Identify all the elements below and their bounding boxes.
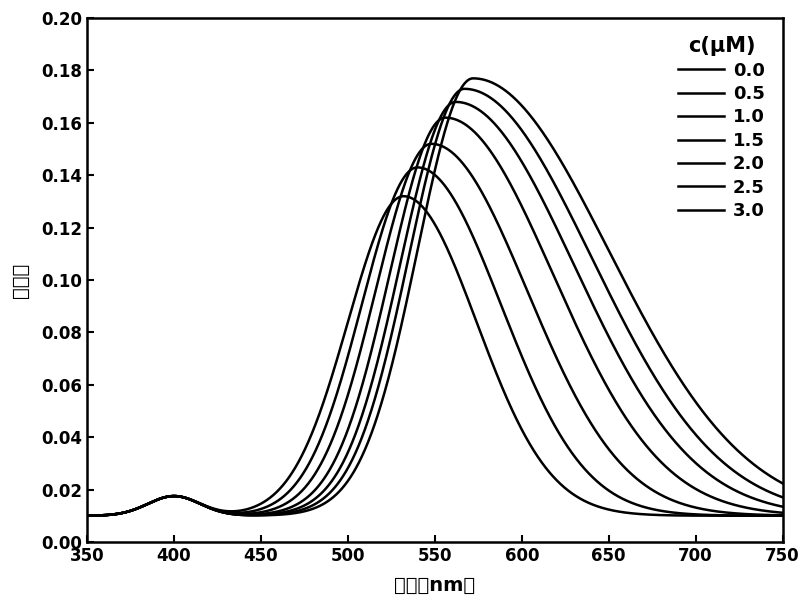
X-axis label: 波长（nm）: 波长（nm） bbox=[394, 576, 475, 595]
0.5 bbox=[757, 512, 767, 519]
3.0 bbox=[118, 509, 127, 516]
1.0 bbox=[420, 142, 430, 150]
0.0 bbox=[118, 509, 127, 516]
2.0 bbox=[630, 381, 640, 388]
3.0 bbox=[630, 298, 640, 305]
0.5 bbox=[82, 512, 92, 519]
Legend: 0.0, 0.5, 1.0, 1.5, 2.0, 2.5, 3.0: 0.0, 0.5, 1.0, 1.5, 2.0, 2.5, 3.0 bbox=[669, 27, 774, 229]
3.0 bbox=[757, 467, 767, 474]
2.0 bbox=[757, 498, 767, 505]
Line: 1.5: 1.5 bbox=[87, 118, 783, 516]
0.0 bbox=[82, 512, 92, 519]
Y-axis label: 吸光度: 吸光度 bbox=[11, 262, 30, 298]
2.0 bbox=[757, 498, 767, 505]
2.0 bbox=[420, 156, 430, 163]
Line: 0.5: 0.5 bbox=[87, 167, 783, 516]
2.5 bbox=[757, 485, 767, 493]
0.0 bbox=[757, 512, 767, 519]
Line: 1.0: 1.0 bbox=[87, 144, 783, 516]
0.5 bbox=[630, 501, 640, 508]
0.5 bbox=[778, 512, 787, 519]
0.5 bbox=[402, 170, 412, 178]
3.0 bbox=[469, 75, 478, 82]
2.5 bbox=[420, 179, 430, 186]
0.5 bbox=[413, 164, 423, 171]
2.5 bbox=[778, 494, 787, 501]
1.5 bbox=[402, 199, 412, 206]
1.0 bbox=[118, 509, 127, 516]
2.0 bbox=[82, 512, 92, 519]
0.0 bbox=[399, 193, 409, 200]
3.0 bbox=[402, 297, 412, 304]
1.5 bbox=[118, 509, 127, 516]
0.0 bbox=[630, 510, 640, 518]
3.0 bbox=[778, 480, 787, 487]
2.0 bbox=[778, 503, 787, 510]
1.0 bbox=[427, 140, 436, 147]
1.0 bbox=[778, 511, 787, 519]
2.0 bbox=[402, 231, 412, 238]
1.5 bbox=[630, 428, 640, 435]
Line: 2.5: 2.5 bbox=[87, 89, 783, 516]
2.5 bbox=[630, 339, 640, 347]
1.0 bbox=[402, 175, 412, 182]
0.0 bbox=[757, 512, 767, 519]
Line: 3.0: 3.0 bbox=[87, 78, 783, 516]
0.5 bbox=[421, 165, 431, 173]
0.0 bbox=[778, 512, 787, 519]
Line: 0.0: 0.0 bbox=[87, 196, 783, 516]
1.0 bbox=[757, 511, 767, 519]
1.0 bbox=[630, 474, 640, 481]
0.5 bbox=[118, 509, 127, 516]
1.0 bbox=[757, 511, 767, 518]
1.5 bbox=[778, 509, 787, 516]
2.5 bbox=[460, 85, 470, 93]
2.0 bbox=[118, 509, 127, 516]
3.0 bbox=[757, 467, 767, 474]
Line: 2.0: 2.0 bbox=[87, 102, 783, 516]
1.5 bbox=[440, 114, 450, 121]
3.0 bbox=[420, 210, 430, 217]
1.0 bbox=[82, 512, 92, 519]
3.0 bbox=[82, 512, 92, 519]
1.5 bbox=[757, 507, 767, 514]
1.5 bbox=[82, 512, 92, 519]
0.5 bbox=[757, 512, 767, 519]
0.0 bbox=[402, 193, 412, 200]
2.5 bbox=[402, 262, 412, 270]
2.5 bbox=[82, 512, 92, 519]
1.5 bbox=[757, 507, 767, 514]
1.5 bbox=[420, 139, 430, 146]
0.0 bbox=[421, 207, 431, 214]
2.0 bbox=[451, 98, 461, 105]
2.5 bbox=[757, 485, 767, 492]
2.5 bbox=[118, 509, 127, 516]
